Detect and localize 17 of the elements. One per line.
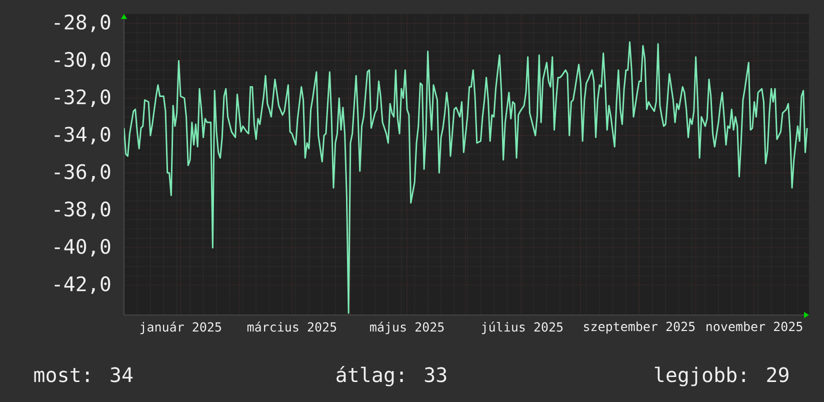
x-tick-label: szeptember 2025 [584, 322, 695, 334]
y-tick-label: -34,0 [54, 126, 110, 144]
y-tick-label: -36,0 [54, 164, 110, 182]
y-tick-label: -42,0 [54, 276, 110, 294]
x-tick-label: március 2025 [247, 322, 336, 332]
y-tick-label: -38,0 [54, 201, 110, 220]
x-tick-label: november 2025 [706, 322, 802, 332]
text: most: 34 [34, 367, 133, 382]
x-tick-label: július 2025 [482, 322, 563, 334]
y-tick-label: -30,0 [54, 52, 110, 70]
text: legjobb: 29 [654, 366, 788, 386]
y-tick-label: -32,0 [54, 89, 110, 107]
text: átlag: 33 [336, 366, 446, 386]
x-tick-label: január 2025 [140, 322, 221, 334]
y-tick-label: -28,0 [54, 14, 110, 32]
x-tick-label: május 2025 [370, 322, 444, 334]
y-tick-label: -40,0 [54, 238, 110, 257]
